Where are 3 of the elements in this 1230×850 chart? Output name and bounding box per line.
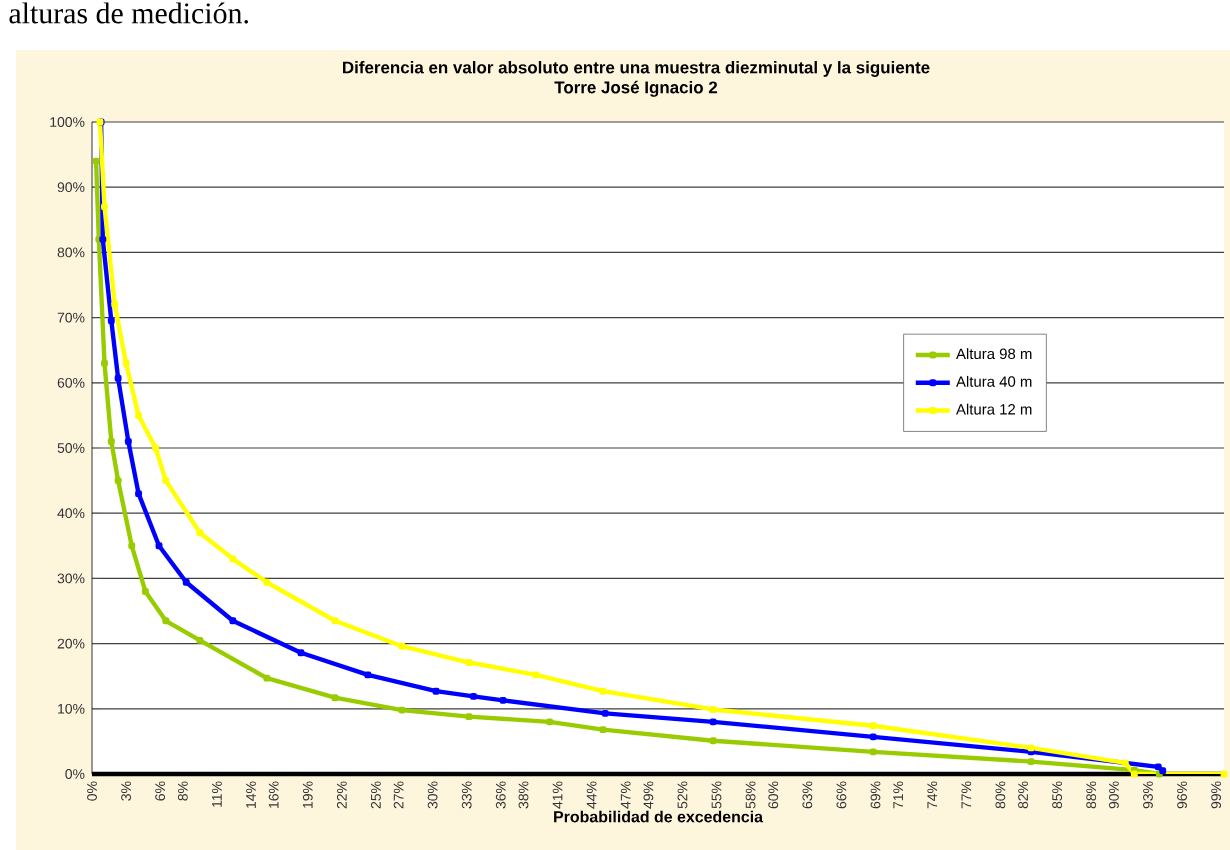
text: alturas de medición. [9, 2, 248, 24]
chart-title: Diferencia en valor absoluto entre una muestra diezminutal y la siguiente [343, 61, 930, 77]
chart-subtitle: Torre José Ignacio 2 [554, 80, 718, 97]
